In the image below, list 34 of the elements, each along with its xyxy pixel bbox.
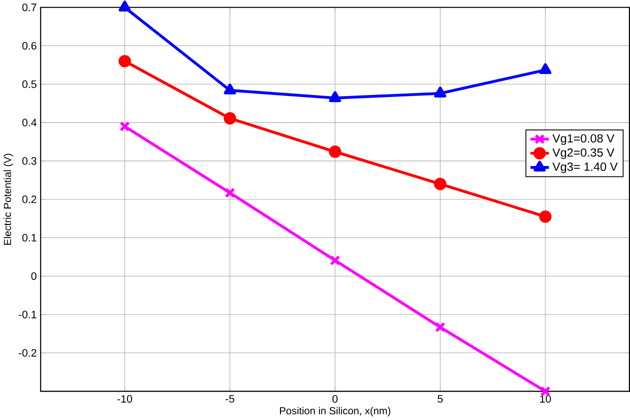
point: [328, 146, 342, 158]
point: [224, 84, 236, 94]
y-axis-title: Electric Potential (V): [4, 154, 14, 245]
y-tick-label: 0.3: [22, 157, 36, 165]
legend-label: Vg3= 1.40 V: [552, 162, 618, 174]
point: [434, 322, 446, 332]
y-tick-label: 0.4: [22, 118, 37, 126]
x-tick-label: 5: [438, 395, 443, 403]
point: [330, 255, 340, 266]
legend-label: Vg2=0.35 V: [552, 148, 614, 160]
x-tick-label: -5: [226, 395, 234, 403]
point: [118, 0, 131, 12]
x-axis-title: Position in Silicon, x(nm): [280, 406, 390, 416]
y-tick-label: 0.2: [22, 196, 36, 204]
point: [434, 86, 446, 98]
x-tick-label: 10: [540, 395, 551, 403]
point: [224, 112, 236, 125]
x-tick-label: -10: [117, 395, 132, 403]
y-tick-label: 0.7: [22, 4, 36, 12]
point: [118, 54, 131, 68]
point: [120, 121, 130, 132]
x-tick-label: 0: [332, 395, 338, 403]
y-tick-label: -0.2: [18, 349, 36, 357]
point: [328, 91, 342, 102]
y-tick-label: 0: [31, 272, 36, 280]
y-tick-label: 0.5: [22, 80, 36, 88]
y-tick-label: 0.1: [22, 234, 36, 242]
y-tick-label: -0.1: [18, 310, 36, 318]
legend-label: Vg1=0.08 V: [552, 134, 614, 145]
point: [539, 210, 552, 223]
point: [434, 178, 446, 190]
point: [224, 188, 236, 198]
y-tick-label: 0.6: [22, 42, 36, 50]
point: [539, 63, 552, 74]
